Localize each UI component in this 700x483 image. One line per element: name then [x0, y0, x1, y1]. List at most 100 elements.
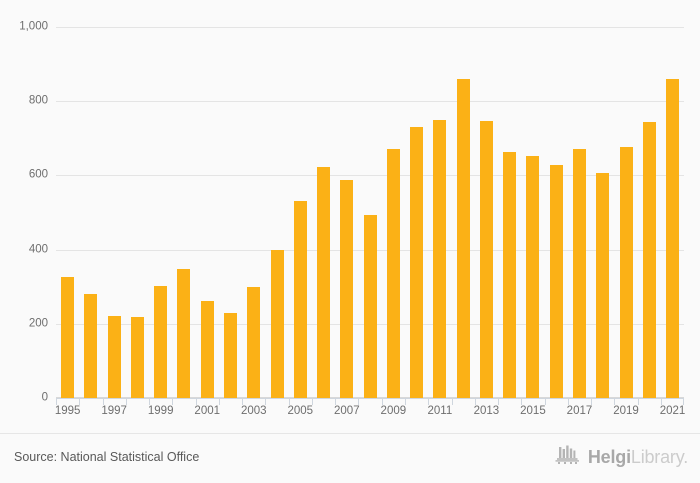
bar-slot — [103, 27, 126, 398]
x-tick-slot — [172, 398, 195, 420]
bar-2010[interactable] — [410, 126, 424, 398]
x-tick-mark — [358, 398, 360, 405]
bar-slot — [358, 27, 381, 398]
x-tick-mark-end — [683, 398, 685, 405]
x-tick-slot: 2003 — [240, 398, 267, 420]
bar-2021[interactable] — [666, 79, 680, 398]
bar-slot — [196, 27, 219, 398]
x-tick-slot: 2015 — [520, 398, 546, 420]
x-tick-mark — [428, 398, 430, 405]
x-tick-label-2019: 2019 — [613, 405, 639, 417]
bar-1998[interactable] — [130, 317, 144, 398]
x-tick-mark — [498, 398, 500, 405]
x-axis-ticks: 1995 1997 1999 2001 2003 2005 2007 2009 2011 2013… — [55, 398, 686, 420]
bar-2017[interactable] — [572, 149, 586, 398]
bar-slot — [638, 27, 661, 398]
bar-slot — [545, 27, 568, 398]
bar-2019[interactable] — [619, 147, 633, 398]
x-tick-mark — [172, 398, 174, 405]
x-tick-label-2015: 2015 — [520, 405, 546, 417]
bar-2016[interactable] — [549, 165, 563, 398]
gridline-600 — [56, 175, 684, 177]
plot-area — [56, 27, 684, 398]
y-tick-label-200: 200 — [28, 317, 48, 330]
bar-2003[interactable] — [247, 286, 261, 398]
bar-2014[interactable] — [503, 152, 517, 398]
gridline-1000 — [56, 27, 684, 28]
bar-2006[interactable] — [317, 166, 331, 398]
x-tick-mark — [311, 398, 313, 405]
x-tick-mark — [614, 398, 616, 405]
x-tick-label-2017: 2017 — [566, 405, 593, 417]
x-tick-mark — [102, 398, 104, 405]
bar-2012[interactable] — [456, 78, 470, 398]
x-tick-mark — [79, 398, 81, 405]
bar-slot — [475, 27, 498, 398]
x-tick-mark — [544, 398, 546, 405]
x-tick-label-2001: 2001 — [194, 405, 221, 417]
bar-slot — [568, 27, 591, 398]
x-tick-mark — [404, 398, 406, 405]
x-tick-slot: 2007 — [334, 398, 360, 420]
x-tick-mark — [195, 398, 197, 405]
bar-2008[interactable] — [363, 214, 377, 398]
bar-2013[interactable] — [479, 121, 493, 398]
y-axis-labels: 0 200 400 600 800 1,000 — [0, 21, 48, 403]
chart-footer: Source: National Statistical Office — [0, 434, 700, 483]
x-tick-slot: 2009 — [381, 398, 406, 420]
bar-1997[interactable] — [107, 315, 121, 398]
bar-2007[interactable] — [340, 180, 354, 398]
x-tick-mark — [288, 398, 290, 405]
x-tick-slot: 1999 — [148, 398, 173, 420]
bar-slot — [265, 27, 288, 398]
bar-2015[interactable] — [526, 155, 540, 398]
x-tick-mark — [56, 398, 57, 405]
x-tick-mark — [521, 398, 523, 405]
footer-divider — [0, 433, 700, 434]
x-tick-label-2013: 2013 — [473, 405, 500, 417]
bar-2000[interactable] — [177, 268, 191, 398]
bar-slot — [614, 27, 637, 398]
bar-1995[interactable] — [61, 276, 75, 398]
x-tick-slot — [451, 398, 475, 420]
x-tick-slot — [79, 398, 102, 420]
helgi-library-logo[interactable]: HelgiLibrary. — [554, 444, 688, 469]
x-tick-mark — [335, 398, 337, 405]
bar-2001[interactable] — [200, 300, 214, 398]
x-tick-slot: 2011 — [427, 398, 453, 420]
x-tick-mark — [125, 398, 127, 405]
bar-slot — [79, 27, 102, 398]
bar-2011[interactable] — [433, 120, 447, 398]
x-tick-label-2003: 2003 — [240, 405, 267, 417]
x-tick-slot: 2001 — [194, 398, 221, 420]
bar-slot — [335, 27, 358, 398]
bar-2018[interactable] — [596, 173, 610, 398]
bar-2020[interactable] — [642, 121, 656, 398]
x-tick-mark — [218, 398, 220, 405]
bar-slot — [149, 27, 172, 398]
bar-slot — [591, 27, 614, 398]
x-tick-label-2005: 2005 — [287, 405, 314, 417]
bar-2004[interactable] — [270, 249, 284, 398]
source-label: Source: National Statistical Office — [14, 450, 200, 464]
logo-brand-secondary: Library — [630, 446, 684, 467]
x-tick-mark — [381, 398, 383, 405]
bar-2005[interactable] — [293, 201, 307, 398]
bar-slot — [242, 27, 265, 398]
x-tick-slot — [358, 398, 381, 420]
x-tick-label-2021: 2021 — [659, 405, 686, 417]
bar-2002[interactable] — [223, 313, 237, 398]
x-tick-slot — [311, 398, 335, 420]
library-building-icon — [554, 444, 582, 469]
x-tick-label-2011: 2011 — [427, 405, 453, 417]
x-tick-mark — [242, 398, 244, 405]
x-tick-slot — [544, 398, 568, 420]
bar-2009[interactable] — [386, 149, 400, 398]
x-tick-slot — [591, 398, 614, 420]
bar-1999[interactable] — [154, 285, 168, 398]
x-tick-mark — [591, 398, 593, 405]
bar-1996[interactable] — [84, 294, 98, 398]
x-tick-mark — [149, 398, 151, 405]
x-tick-slot — [125, 398, 149, 420]
